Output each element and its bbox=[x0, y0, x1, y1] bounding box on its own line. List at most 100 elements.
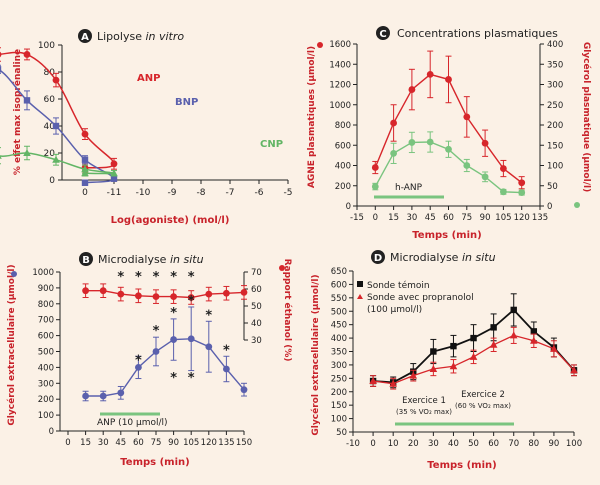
panel-b-star-mid: * bbox=[188, 294, 195, 309]
panel-b: B Microdialyse in situ Temps (min) Glycé… bbox=[6, 252, 293, 468]
panel-b-x-tick-label: 150 bbox=[236, 438, 252, 448]
panel-c-y-tick-label-left: 1000 bbox=[329, 101, 351, 111]
panel-c-x-tick-label: 45 bbox=[425, 213, 436, 223]
panel-b-point-ethanol bbox=[187, 294, 195, 301]
panel-d-point-propranolol bbox=[530, 336, 538, 344]
panel-d-x-tick-label: 0 bbox=[370, 439, 375, 449]
panel-b-y-tick-label-left: 400 bbox=[38, 363, 54, 373]
panel-c-point-agne bbox=[371, 164, 379, 171]
panel-c-letter-badge bbox=[376, 26, 390, 40]
panel-d-x-tick-label: -10 bbox=[346, 439, 360, 449]
panel-b-x-tick-label: 120 bbox=[201, 438, 217, 448]
panel-a-point-bnp bbox=[81, 156, 89, 163]
panel-c-y-tick-label-right: 350 bbox=[547, 60, 563, 70]
panel-c-annotation: h-ANP bbox=[395, 183, 423, 193]
panel-b-point-ethanol bbox=[205, 290, 213, 298]
panel-d-x-tick-label: 100 bbox=[566, 439, 582, 449]
panel-d-letter: D bbox=[374, 253, 382, 264]
panel-b-star-top: * bbox=[117, 270, 124, 285]
panel-c-y-tick-label-right: 100 bbox=[547, 162, 563, 172]
panel-d-point-temoin bbox=[510, 306, 517, 314]
panel-b-star-mid: * bbox=[205, 308, 212, 323]
panel-a-x-tick-label: 0 bbox=[82, 188, 88, 198]
panel-c-letter: C bbox=[379, 29, 386, 40]
panel-d-y-tick-label: 400 bbox=[331, 334, 347, 344]
panel-d-point-propranolol bbox=[570, 366, 578, 374]
panel-b-star-top: * bbox=[135, 270, 142, 285]
panel-c: C Concentrations plasmatiques Temps (min… bbox=[307, 26, 592, 241]
panel-c-plot: -15 0 15 30 45 60 75 90 105 120 135020040060080010… bbox=[329, 40, 563, 223]
panel-a-ylabel: % effet max isoprénaline bbox=[12, 49, 23, 175]
panel-b-x-tick-label: 60 bbox=[133, 438, 144, 448]
panel-c-y-tick-label-right: 200 bbox=[547, 121, 563, 131]
panel-a-label-cnp: CNP bbox=[260, 139, 283, 150]
panel-b-x-tick-label: 45 bbox=[115, 438, 126, 448]
panel-b-star-top: * bbox=[188, 270, 195, 285]
panel-a-x-tick-label: -6 bbox=[255, 188, 264, 198]
panel-c-y-tick-label-left: 600 bbox=[335, 141, 351, 151]
panel-c-point-glycerol bbox=[390, 149, 397, 157]
panel-c-y-tick-label-left: 200 bbox=[335, 182, 351, 192]
panel-d-point-propranolol bbox=[449, 362, 458, 370]
panel-d-y-tick-label: 150 bbox=[331, 401, 347, 411]
panel-a-letter: A bbox=[81, 32, 89, 43]
panel-c-x-tick-label: 60 bbox=[443, 213, 454, 223]
panel-b-point-ethanol bbox=[223, 289, 230, 297]
panel-d-y-tick-label: 650 bbox=[331, 267, 347, 277]
panel-b-y-tick-label-left: 200 bbox=[38, 395, 54, 405]
panel-b-point-glycerol bbox=[99, 392, 107, 400]
panel-c-y-tick-label-right: 250 bbox=[547, 101, 563, 111]
panel-b-y-tick-label-right: 60 bbox=[251, 285, 262, 295]
panel-d-letter-badge bbox=[371, 250, 385, 264]
panel-d-point-temoin bbox=[450, 342, 457, 350]
panel-b-x-tick-label: 30 bbox=[98, 438, 109, 448]
panel-d-exercise2-title: Exercice 2 bbox=[461, 390, 505, 400]
panel-c-point-agne bbox=[390, 119, 397, 127]
panel-c-x-tick-label: 15 bbox=[388, 213, 399, 223]
panel-a-point-anp bbox=[110, 160, 118, 168]
panel-c-y-tick-label-right: 150 bbox=[547, 141, 563, 151]
panel-c-point-glycerol bbox=[408, 139, 416, 146]
panel-c-x-tick-label: 0 bbox=[373, 213, 378, 223]
panel-c-y-tick-label-right: 300 bbox=[547, 81, 563, 91]
panel-c-left-axis-marker bbox=[317, 42, 323, 48]
panel-d-y-tick-label: 600 bbox=[331, 280, 347, 290]
panel-b-y-tick-label-left: 800 bbox=[38, 300, 54, 310]
panel-d-y-tick-label: 450 bbox=[331, 321, 347, 331]
panel-b-star-mid: * bbox=[170, 306, 177, 321]
panel-b-point-glycerol bbox=[135, 364, 142, 371]
panel-c-x-tick-label: -15 bbox=[350, 213, 364, 223]
panel-c-point-glycerol bbox=[445, 145, 452, 153]
panel-c-ylabel-right: Glycérol plasmatique (µmol/l) bbox=[581, 42, 592, 192]
panel-b-x-tick-label: 90 bbox=[168, 438, 179, 448]
panel-a-point-bnp bbox=[23, 97, 31, 104]
panel-d-point-temoin bbox=[490, 324, 497, 331]
panel-d-point-propranolol bbox=[469, 352, 478, 360]
panel-c-point-agne bbox=[426, 70, 434, 78]
panel-b-y-tick-label-right: 70 bbox=[251, 268, 262, 278]
panel-b-point-ethanol bbox=[240, 289, 248, 296]
panel-d-ylabel: Glycérol extracellulaire (µmol/l) bbox=[310, 274, 321, 435]
panel-a-y-tick-label: 40 bbox=[44, 122, 56, 132]
panel-b-left-axis-marker bbox=[11, 271, 17, 277]
panel-c-right-axis-marker bbox=[574, 202, 580, 208]
panel-b-xlabel: Temps (min) bbox=[120, 457, 189, 468]
panel-b-point-ethanol bbox=[135, 292, 142, 300]
panel-d-point-propranolol bbox=[550, 344, 558, 352]
panel-b-point-glycerol bbox=[82, 392, 89, 400]
panel-a-point-cnp bbox=[0, 155, 2, 159]
panel-b-annotation: ANP (10 µmol/l) bbox=[97, 418, 168, 428]
panel-c-point-agne bbox=[500, 165, 507, 172]
panel-b-point-glycerol bbox=[205, 343, 213, 351]
panel-b-letter: B bbox=[82, 255, 90, 266]
panel-b-point-ethanol bbox=[117, 290, 125, 298]
panel-a-x-tick-label: -7 bbox=[226, 188, 235, 198]
panel-b-x-tick-label: 15 bbox=[80, 438, 91, 448]
panel-b-plot: 0 15 30 45 60 75 90 105 120 135 150 0 100 200 300 400 50… bbox=[11, 265, 285, 448]
panel-b-point-ethanol bbox=[82, 287, 89, 295]
panel-b-y-tick-label-left: 900 bbox=[38, 284, 54, 294]
panel-b-y-tick-label-left: 1000 bbox=[32, 268, 54, 278]
panel-d-x-tick-label: 20 bbox=[408, 439, 419, 449]
panel-a-plot: 0 -11 -10 -9 -8 -7 -6 -5 0 20 40 60 80 100 bbox=[0, 41, 292, 198]
